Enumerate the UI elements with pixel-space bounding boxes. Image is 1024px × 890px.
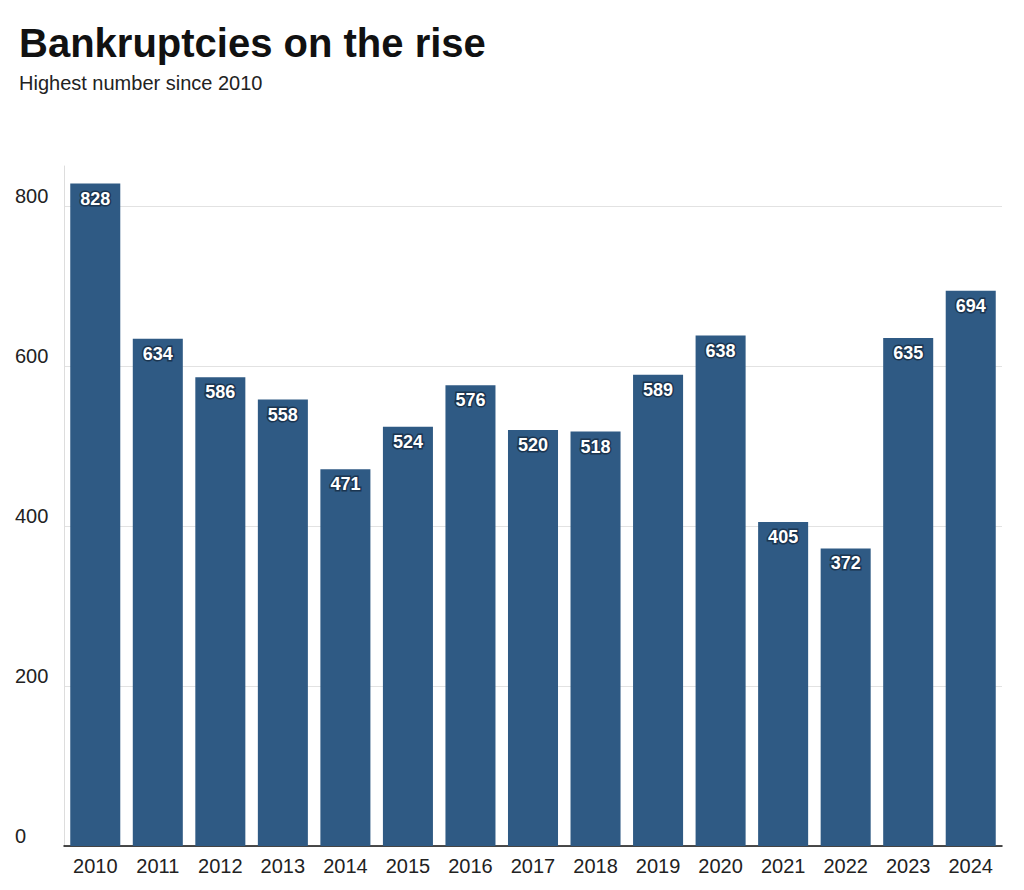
svg-text:576: 576: [455, 390, 485, 410]
svg-text:2022: 2022: [823, 855, 868, 877]
svg-text:558: 558: [268, 405, 298, 425]
svg-text:2018: 2018: [573, 855, 618, 877]
svg-text:694: 694: [956, 296, 986, 316]
svg-text:Highest number since 2010: Highest number since 2010: [19, 72, 262, 94]
svg-text:372: 372: [831, 553, 861, 573]
svg-text:2011: 2011: [136, 855, 179, 877]
svg-text:518: 518: [581, 437, 611, 457]
svg-text:634: 634: [143, 344, 173, 364]
svg-text:2016: 2016: [448, 855, 493, 877]
svg-text:800: 800: [15, 185, 48, 207]
svg-text:524: 524: [393, 432, 423, 452]
svg-text:2012: 2012: [198, 855, 243, 877]
svg-text:2014: 2014: [323, 855, 368, 877]
svg-text:2017: 2017: [511, 855, 556, 877]
svg-text:2010: 2010: [73, 855, 118, 877]
svg-text:2024: 2024: [948, 855, 993, 877]
svg-text:200: 200: [15, 665, 48, 687]
svg-text:2019: 2019: [636, 855, 681, 877]
svg-text:Bankruptcies on the rise: Bankruptcies on the rise: [19, 21, 486, 65]
svg-text:586: 586: [205, 382, 235, 402]
svg-text:635: 635: [893, 343, 923, 363]
svg-text:2015: 2015: [386, 855, 431, 877]
svg-text:520: 520: [518, 435, 548, 455]
svg-text:2023: 2023: [886, 855, 931, 877]
svg-text:0: 0: [15, 825, 26, 847]
svg-text:471: 471: [330, 474, 360, 494]
svg-text:2013: 2013: [261, 855, 306, 877]
svg-text:828: 828: [80, 189, 110, 209]
svg-text:589: 589: [643, 380, 673, 400]
svg-text:2021: 2021: [761, 855, 806, 877]
svg-text:638: 638: [706, 341, 736, 361]
svg-text:2020: 2020: [698, 855, 743, 877]
svg-text:405: 405: [768, 527, 798, 547]
svg-text:600: 600: [15, 345, 48, 367]
svg-text:400: 400: [15, 505, 48, 527]
